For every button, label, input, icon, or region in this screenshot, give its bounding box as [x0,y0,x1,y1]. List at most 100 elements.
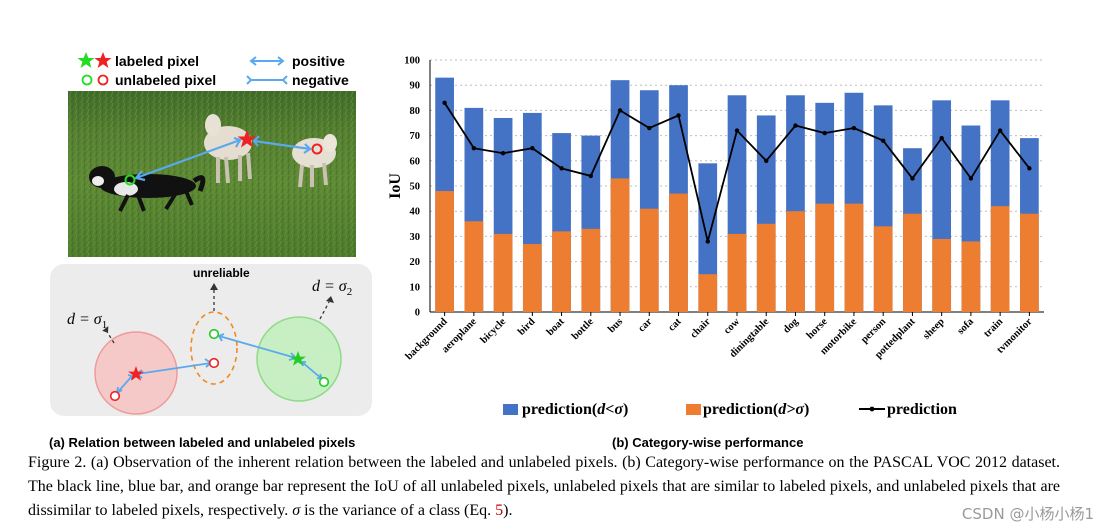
x-tick-label: cat [666,316,684,334]
category-chart: 0102030405060708090100IoUbackgroundaerop… [387,56,1044,362]
unreliable-label: unreliable [193,266,250,280]
legend-blue-close: ) [623,401,629,418]
positive-arrow-photo [253,139,311,151]
bar-orange [903,213,922,312]
prediction-point [822,130,827,136]
caption-eq-ref[interactable]: 5 [495,502,504,519]
caption-part1: Figure 2. (a) Observation of the inheren… [28,454,1060,519]
x-tick-label: chair [689,316,714,341]
prediction-point [997,128,1003,133]
bar-orange [493,233,513,312]
x-tick-label: cow [722,316,742,336]
d-sigma1-sub: 1 [101,319,108,332]
legend-orange-text: prediction( [703,401,779,418]
prediction-point [676,113,681,118]
unreliable-ellipse [190,311,238,385]
bar-orange [961,241,981,312]
prediction-point [793,123,798,128]
y-tick-label: 0 [415,308,420,319]
prediction-point [500,151,506,156]
y-tick-label: 20 [410,257,421,268]
x-tick-label: dog [781,316,801,336]
bar-orange [522,243,542,312]
green-star-diagram [290,351,306,366]
bar-orange [552,231,571,312]
bar-orange [581,228,601,312]
watermark: CSDN @小杨小杨1 [961,505,1094,523]
y-tick-label: 90 [410,81,421,92]
y-axis-label: IoU [387,173,404,199]
bar-orange [1020,213,1039,312]
bar-orange [698,274,718,312]
cluster-diagram-svg [94,283,342,415]
green-circle-photo [124,174,136,186]
x-tick-label: bicycle [479,316,509,346]
x-tick-label: boat [545,316,567,338]
legend-line-swatch [859,406,885,412]
caption-part3: ). [503,502,513,519]
figure-caption: Figure 2. (a) Observation of the inheren… [28,451,1060,523]
bar-orange [786,211,805,312]
caption-sigma: σ [292,502,301,519]
bar-orange [756,223,776,312]
legend-labeled-label: labeled pixel [115,53,200,69]
y-tick-label: 70 [410,131,421,142]
prediction-point [734,128,740,133]
x-tick-label: sheep [921,316,947,342]
prediction-point [442,100,447,106]
legend-orange-swatch [686,404,701,415]
y-tick-label: 50 [410,182,421,193]
prediction-point [880,138,886,143]
x-tick-label: bottle [570,316,596,342]
bar-orange [873,226,893,312]
bar-orange [610,178,630,312]
red-star-diagram [128,366,144,381]
sheep-left-shape [204,114,252,184]
negative-arrow-photo [135,138,241,180]
y-tick-label: 30 [410,232,421,243]
subcaption-b: (b) Category-wise performance [612,435,804,450]
negative-arrow-icon [246,75,288,85]
bar-orange [464,221,484,312]
legend-line-label: prediction [887,401,957,418]
red-star-icon [94,52,112,68]
x-tick-label: sofa [955,316,976,337]
d-sigma2-text: d = σ [312,278,347,295]
d-sigma2-label: d = σ2 [312,278,352,298]
prediction-point [617,108,623,113]
y-tick-label: 40 [410,207,421,218]
bar-orange [932,238,952,312]
bar-orange [669,193,688,312]
prediction-point [851,125,857,131]
subcaption-a: (a) Relation between labeled and unlabel… [49,435,356,450]
red-circle-diagram-2 [208,357,220,369]
x-tick-label: car [636,316,654,334]
legend-orange-label: prediction(d>σ) [703,401,809,419]
dog-shape [89,166,206,212]
x-tick-label: bird [516,316,538,338]
photo-scene [68,91,356,257]
legend-orange-math: d>σ [778,401,805,418]
legend-positive-label: positive [292,53,345,69]
cluster-diagram: unreliable d = σ1 d = σ2 [50,264,372,416]
prediction-point [530,146,535,151]
prediction-point [559,166,564,171]
legend-blue-math: d<σ [597,401,624,418]
prediction-point [910,176,915,181]
photo-arrows [133,135,312,182]
prediction-point [705,239,710,244]
x-tick-label: horse [805,316,830,341]
d-sigma2-sub: 2 [346,286,353,299]
y-tick-label: 10 [410,282,421,293]
y-tick-label: 60 [410,156,421,167]
prediction-point [764,158,769,163]
prediction-point [968,176,974,181]
x-tick-label: background [404,316,450,362]
bar-orange [435,191,454,312]
y-tick-label: 80 [410,106,421,117]
legend-negative-label: negative [292,72,349,88]
red-circle-icon [97,74,109,86]
d-sigma1-text: d = σ [67,311,102,328]
legend-blue-label: prediction(d<σ) [522,401,628,419]
green-circle-diagram-1 [318,376,330,388]
